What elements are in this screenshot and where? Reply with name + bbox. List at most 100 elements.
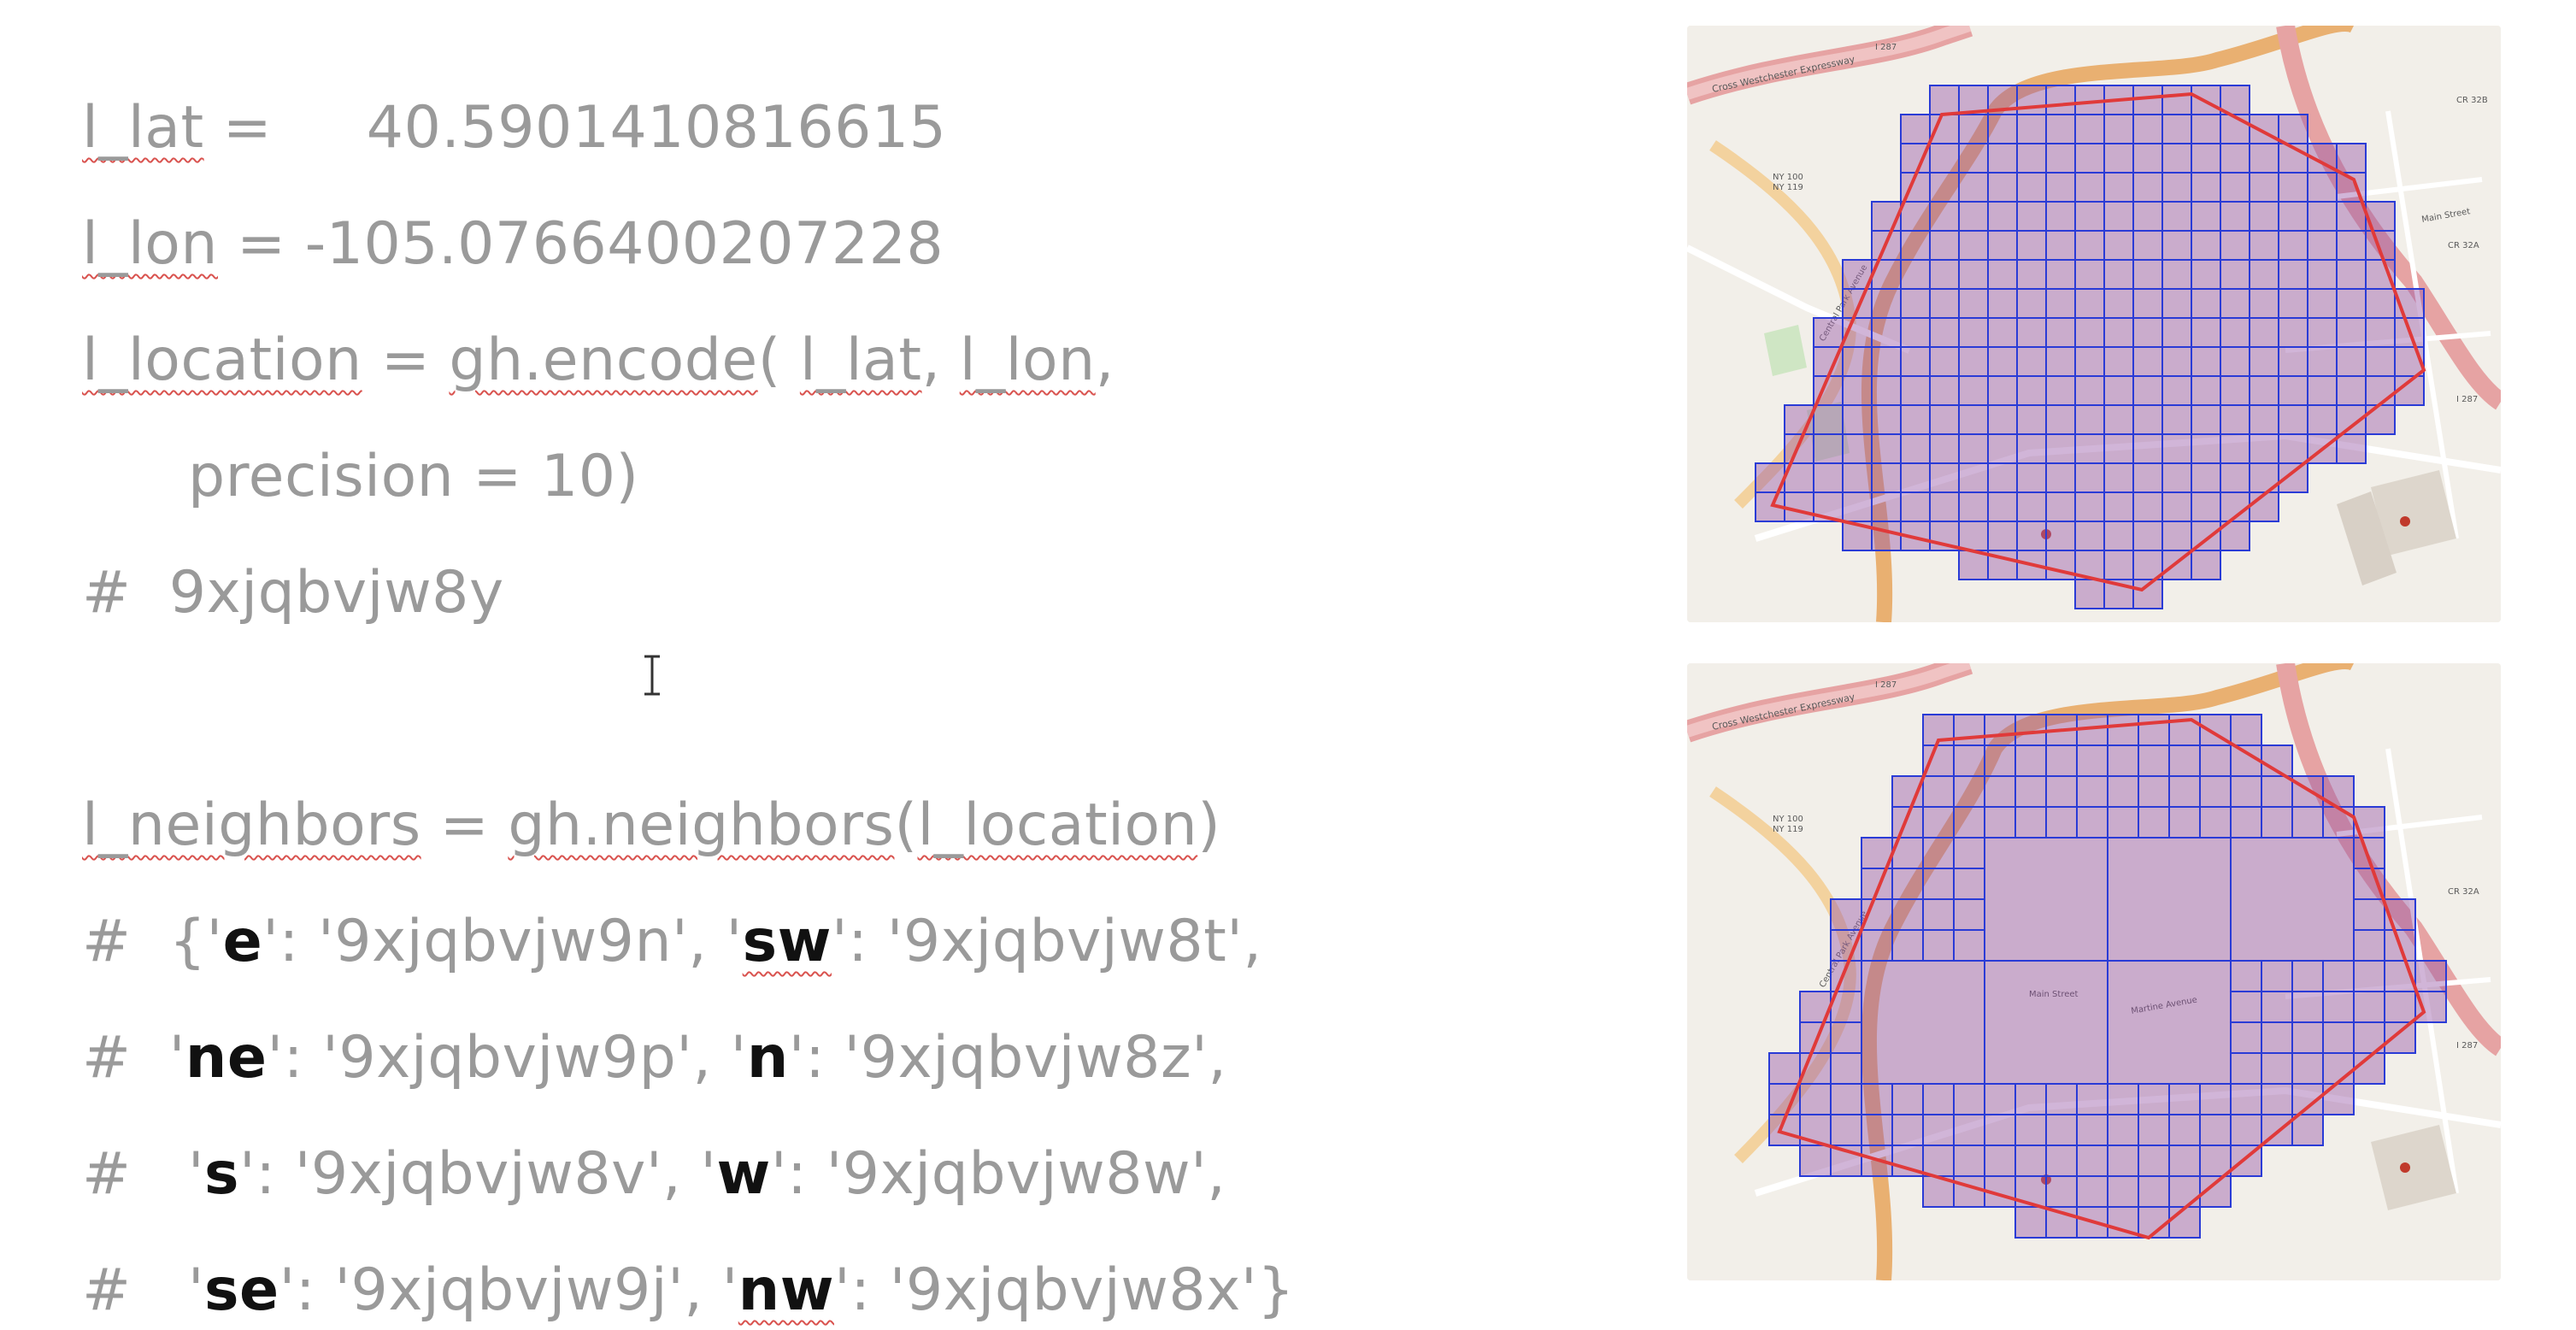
geohash-cell — [2074, 317, 2105, 348]
svg-text:NY 100: NY 100 — [1773, 173, 1803, 182]
geohash-cell — [2045, 172, 2076, 203]
geohash-cell — [1987, 491, 2018, 522]
geohash-cell — [2230, 837, 2355, 962]
geohash-cell — [1984, 960, 2108, 1085]
geohash-cell — [2307, 259, 2338, 290]
geohash-cell — [1958, 172, 1989, 203]
geohash-cell — [2045, 230, 2076, 261]
code-line-neighbors-se-nw: # 'se': '9xjqbvjw9j', 'nw': '9xjqbvjw8x'… — [82, 1251, 1295, 1330]
area-polygon — [1777, 717, 2426, 1240]
paren-close: ) — [1197, 792, 1221, 859]
geohash-cell — [2161, 521, 2192, 551]
geohash-cell — [2336, 143, 2367, 174]
geohash-cell — [1922, 898, 1955, 931]
geohash-cell — [2132, 230, 2163, 261]
geohash-cell — [1871, 521, 1902, 551]
geohash-cell — [1861, 1083, 1893, 1115]
geohash-cell — [2014, 714, 2047, 746]
geohash-cell — [1958, 259, 1989, 290]
geohash-cell — [2074, 579, 2105, 609]
geohash-cell — [1953, 868, 1985, 900]
assign-op: = — [203, 94, 291, 162]
geohash-cell — [2191, 462, 2221, 493]
geohash-cell — [1987, 143, 2018, 174]
comment-prefix: # ' — [82, 1024, 185, 1092]
geohash-cell — [1953, 898, 1985, 931]
geohash-cell — [2191, 433, 2221, 464]
geohash-cell — [2414, 960, 2447, 992]
geohash-cell — [1842, 404, 1873, 435]
geohash-cell — [2161, 462, 2192, 493]
geohash-cell — [2014, 1206, 2047, 1239]
key-n: n — [746, 1024, 789, 1092]
svg-text:I 287: I 287 — [1875, 680, 1897, 690]
text-cursor-icon — [644, 655, 660, 696]
geohash-cell — [1984, 744, 2016, 777]
geohash-cell — [1987, 230, 2018, 261]
geohash-cell — [2168, 1175, 2201, 1208]
svg-text:I 287: I 287 — [2456, 1041, 2478, 1050]
geohash-cell — [1768, 1052, 1801, 1085]
geohash-cell — [2168, 806, 2201, 839]
geohash-cell — [2261, 960, 2293, 992]
geohash-cell — [2168, 744, 2201, 777]
geohash-cell — [1987, 288, 2018, 319]
geohash-cell — [2307, 172, 2338, 203]
map-base: Cross Westchester Expressway I 287 NY 10… — [1687, 663, 2501, 1280]
geohash-cell — [1958, 491, 1989, 522]
geohash-cell — [2014, 806, 2047, 839]
geohash-cell — [2384, 991, 2416, 1023]
geohash-cell — [1891, 929, 1924, 962]
geohash-cell — [2103, 172, 2134, 203]
geohash-grid-map-fine: Cross Westchester Expressway I 287 NY 10… — [1687, 26, 2501, 622]
geohash-cell — [1958, 143, 1989, 174]
geohash-cell — [2220, 346, 2250, 377]
geohash-cell — [1929, 375, 1960, 406]
geohash-cell — [1830, 1021, 1862, 1054]
geohash-cell — [2261, 991, 2293, 1023]
geohash-cell — [1900, 404, 1931, 435]
geohash-cell — [2138, 806, 2170, 839]
geohash-cell — [1953, 806, 1985, 839]
svg-text:CR 32A: CR 32A — [2448, 887, 2479, 897]
geohash-cell — [2230, 714, 2262, 746]
geohash-cell — [1871, 462, 1902, 493]
geohash-cell — [1871, 491, 1902, 522]
geohash-cell — [2132, 259, 2163, 290]
geohash-cell — [2132, 375, 2163, 406]
geohash-cell — [2191, 230, 2221, 261]
geohash-cell — [1929, 346, 1960, 377]
geohash-cell — [1929, 462, 1960, 493]
geohash-cell — [2230, 960, 2262, 992]
geohash-cell — [2249, 288, 2279, 319]
geohash-cell — [2230, 806, 2262, 839]
geohash-cell — [2103, 491, 2134, 522]
geohash-cell — [1953, 714, 1985, 746]
geohash-cell — [1984, 806, 2016, 839]
geohash-cell — [2014, 1083, 2047, 1115]
geohash-cell — [2132, 521, 2163, 551]
geohash-cell — [1953, 1083, 1985, 1115]
geohash-cell — [2161, 288, 2192, 319]
geohash-cell — [1900, 201, 1931, 232]
geohash-cell — [1871, 317, 1902, 348]
geohash-cell — [1922, 775, 1955, 808]
geohash-cell — [1922, 1083, 1955, 1115]
geohash-cell — [1929, 259, 1960, 290]
arg-separator: , — [921, 327, 960, 394]
geohash-cell — [2307, 201, 2338, 232]
geohash-cell — [2132, 404, 2163, 435]
geohash-cell — [2199, 775, 2232, 808]
geohash-cell — [2132, 317, 2163, 348]
geohash-cell — [2103, 201, 2134, 232]
geohash-cell — [2076, 744, 2108, 777]
geohash-cell — [2278, 201, 2308, 232]
geohash-cell — [1953, 775, 1985, 808]
key-sw: sw — [742, 908, 832, 975]
key-e: e — [222, 908, 263, 975]
geohash-cell — [2191, 317, 2221, 348]
key-s: s — [204, 1140, 239, 1208]
geohash-cell — [2107, 1175, 2139, 1208]
geohash-cell — [2220, 288, 2250, 319]
geohash-cell — [2278, 259, 2308, 290]
